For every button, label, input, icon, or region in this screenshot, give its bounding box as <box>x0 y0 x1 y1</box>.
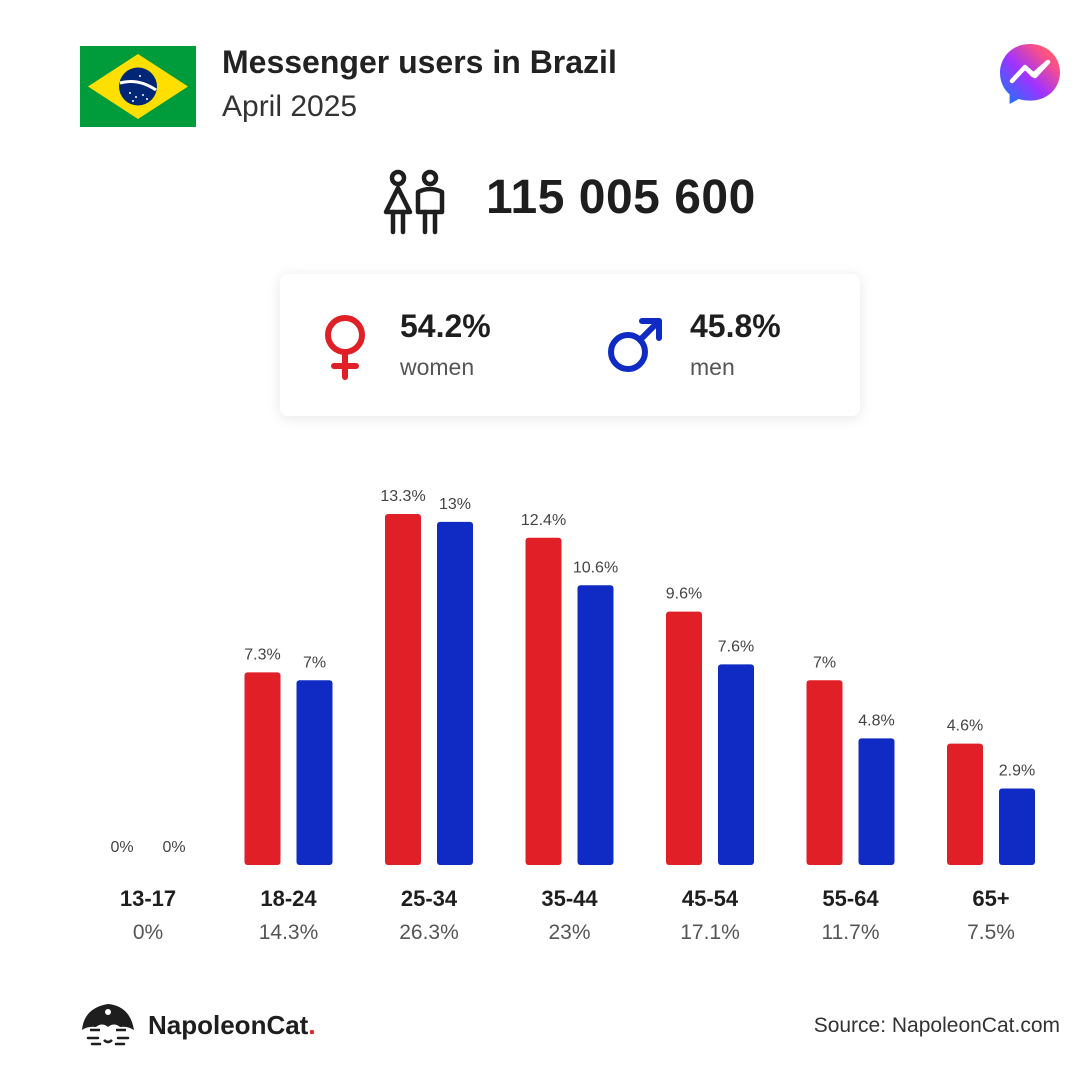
bar-men-65+ <box>999 788 1035 865</box>
footer-brand: NapoleonCat. <box>148 1010 316 1041</box>
bar-men-45-54 <box>718 664 754 865</box>
bar-label-women-55-64: 7% <box>813 654 836 671</box>
category-label-13-17: 13-17 <box>120 886 176 911</box>
bar-women-45-54 <box>666 611 702 865</box>
category-total-65+: 7.5% <box>967 921 1015 944</box>
bar-label-women-13-17: 0% <box>110 839 133 856</box>
napoleoncat-logo-icon <box>82 1004 134 1046</box>
bar-men-35-44 <box>577 585 614 865</box>
category-label-65+: 65+ <box>972 886 1009 911</box>
bar-women-25-34 <box>385 514 421 865</box>
category-label-35-44: 35-44 <box>541 886 598 911</box>
category-total-18-24: 14.3% <box>259 921 319 944</box>
bar-label-women-65+: 4.6% <box>947 718 983 735</box>
bar-label-men-35-44: 10.6% <box>573 559 618 576</box>
category-total-45-54: 17.1% <box>680 921 740 944</box>
total-users: 115 005 600 <box>486 171 756 224</box>
bar-women-55-64 <box>806 680 843 865</box>
brazil-flag-icon <box>80 46 196 127</box>
women-label: women <box>400 354 475 380</box>
messenger-icon <box>1000 44 1060 104</box>
category-total-55-64: 11.7% <box>822 921 880 944</box>
bar-men-25-34 <box>437 521 473 865</box>
gender-card: 54.2% women 45.8% men <box>280 274 860 416</box>
footer-brand-name: NapoleonCat <box>148 1010 309 1040</box>
category-total-35-44: 23% <box>548 921 590 944</box>
page-subtitle: April 2025 <box>222 90 358 123</box>
bar-men-18-24 <box>296 680 333 865</box>
bar-women-65+ <box>947 743 983 865</box>
bar-label-women-45-54: 9.6% <box>666 586 702 603</box>
age-gender-bar-chart: 0% 0% 13-17 0% 7.3% 7% 18-24 14.3% 13.3% 13% 25-34… <box>110 488 1035 944</box>
people-icon <box>383 169 445 235</box>
men-label: men <box>690 354 735 380</box>
female-icon <box>325 315 365 380</box>
bar-label-men-55-64: 4.8% <box>858 712 894 729</box>
category-label-25-34: 25-34 <box>401 886 458 911</box>
bar-label-men-45-54: 7.6% <box>718 638 754 655</box>
male-icon <box>608 318 662 372</box>
category-total-25-34: 26.3% <box>399 921 459 944</box>
bar-women-18-24 <box>244 672 281 865</box>
bar-label-men-25-34: 13% <box>439 496 471 513</box>
bar-label-women-25-34: 13.3% <box>380 488 425 505</box>
bar-label-women-35-44: 12.4% <box>521 512 566 529</box>
category-total-13-17: 0% <box>133 921 163 944</box>
men-percent: 45.8% <box>690 308 781 344</box>
bar-label-women-18-24: 7.3% <box>244 646 280 663</box>
bar-men-55-64 <box>858 738 895 865</box>
category-label-45-54: 45-54 <box>682 886 739 911</box>
women-percent: 54.2% <box>400 308 491 344</box>
bar-label-men-18-24: 7% <box>303 654 326 671</box>
category-label-55-64: 55-64 <box>822 886 879 911</box>
bar-women-35-44 <box>525 537 562 865</box>
footer-brand-dot: . <box>308 1010 316 1040</box>
source-text: Source: NapoleonCat.com <box>813 1014 1060 1037</box>
page-title: Messenger users in Brazil <box>222 44 617 80</box>
bar-label-men-65+: 2.9% <box>999 762 1035 779</box>
bar-label-men-13-17: 0% <box>162 839 185 856</box>
category-label-18-24: 18-24 <box>260 886 317 911</box>
